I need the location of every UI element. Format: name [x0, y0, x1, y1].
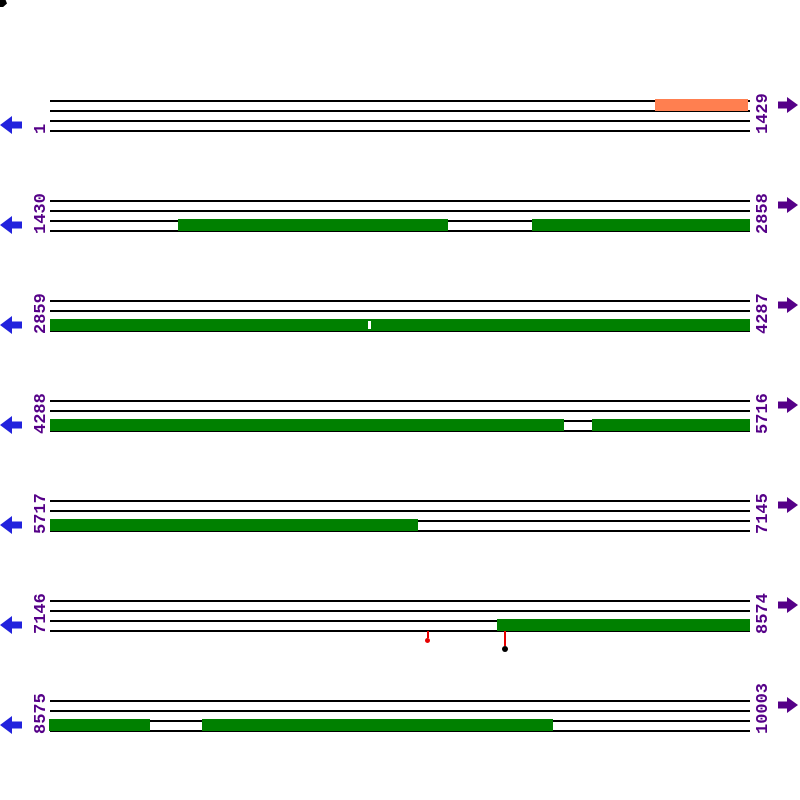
frame-line [50, 130, 750, 132]
row-end-position-label: 7145 [754, 493, 773, 534]
frame-line [50, 700, 750, 702]
marker-stem [427, 631, 429, 638]
feature-bar [178, 218, 448, 231]
frame-line [50, 400, 750, 402]
frame-line [50, 200, 750, 202]
feature-gap-notch [368, 320, 371, 329]
frame-line [50, 710, 750, 712]
frame-line [50, 300, 750, 302]
reverse-strand-arrow-icon[interactable] [0, 515, 22, 534]
reverse-strand-arrow-icon[interactable] [0, 715, 22, 734]
feature-bar [497, 618, 750, 631]
row-end-position-label: 2858 [754, 193, 773, 234]
reverse-strand-arrow-icon[interactable] [0, 415, 22, 434]
frame-line [50, 100, 750, 102]
frame-line [50, 210, 750, 212]
row-end-position-label: 5716 [754, 393, 773, 434]
reverse-strand-arrow-icon[interactable] [0, 215, 22, 234]
row-start-position-label: 5717 [32, 493, 51, 534]
black-dot-marker [501, 645, 508, 652]
reverse-strand-arrow-icon[interactable] [0, 315, 22, 334]
frame-line [50, 410, 750, 412]
row-start-position-label: 8575 [32, 693, 51, 734]
feature-bar [50, 518, 418, 531]
row-end-position-label: 4287 [754, 293, 773, 334]
row-start-position-label: 7146 [32, 593, 51, 634]
forward-strand-arrow-icon[interactable] [778, 97, 798, 113]
feature-bar [50, 318, 750, 331]
row-start-position-label: 2859 [32, 293, 51, 334]
frame-line [50, 620, 750, 622]
corner-artifact [0, 0, 7, 7]
marker-stem [504, 631, 506, 646]
frame-line [50, 610, 750, 612]
row-start-position-label: 1430 [32, 193, 51, 234]
forward-strand-arrow-icon[interactable] [778, 197, 798, 213]
reverse-strand-arrow-icon[interactable] [0, 615, 22, 634]
frame-line [50, 630, 750, 632]
row-end-position-label: 1429 [754, 93, 773, 134]
feature-bar [50, 418, 564, 431]
feature-bar [592, 418, 750, 431]
feature-bar [532, 218, 750, 231]
forward-strand-arrow-icon[interactable] [778, 697, 798, 713]
forward-strand-arrow-icon[interactable] [778, 297, 798, 313]
reverse-strand-arrow-icon[interactable] [0, 115, 22, 134]
row-start-position-label: 1 [32, 123, 51, 134]
frame-line [50, 600, 750, 602]
forward-strand-arrow-icon[interactable] [778, 497, 798, 513]
feature-bar [49, 718, 150, 731]
frame-line [50, 110, 750, 112]
frame-line [50, 500, 750, 502]
red-dot-marker [425, 638, 431, 643]
feature-bar [655, 98, 748, 111]
frame-line [50, 120, 750, 122]
feature-bar [202, 718, 553, 731]
row-start-position-label: 4288 [32, 393, 51, 434]
row-end-position-label: 10003 [754, 682, 773, 734]
frame-line [50, 510, 750, 512]
forward-strand-arrow-icon[interactable] [778, 397, 798, 413]
forward-strand-arrow-icon[interactable] [778, 597, 798, 613]
frame-line [50, 310, 750, 312]
row-end-position-label: 8574 [754, 593, 773, 634]
